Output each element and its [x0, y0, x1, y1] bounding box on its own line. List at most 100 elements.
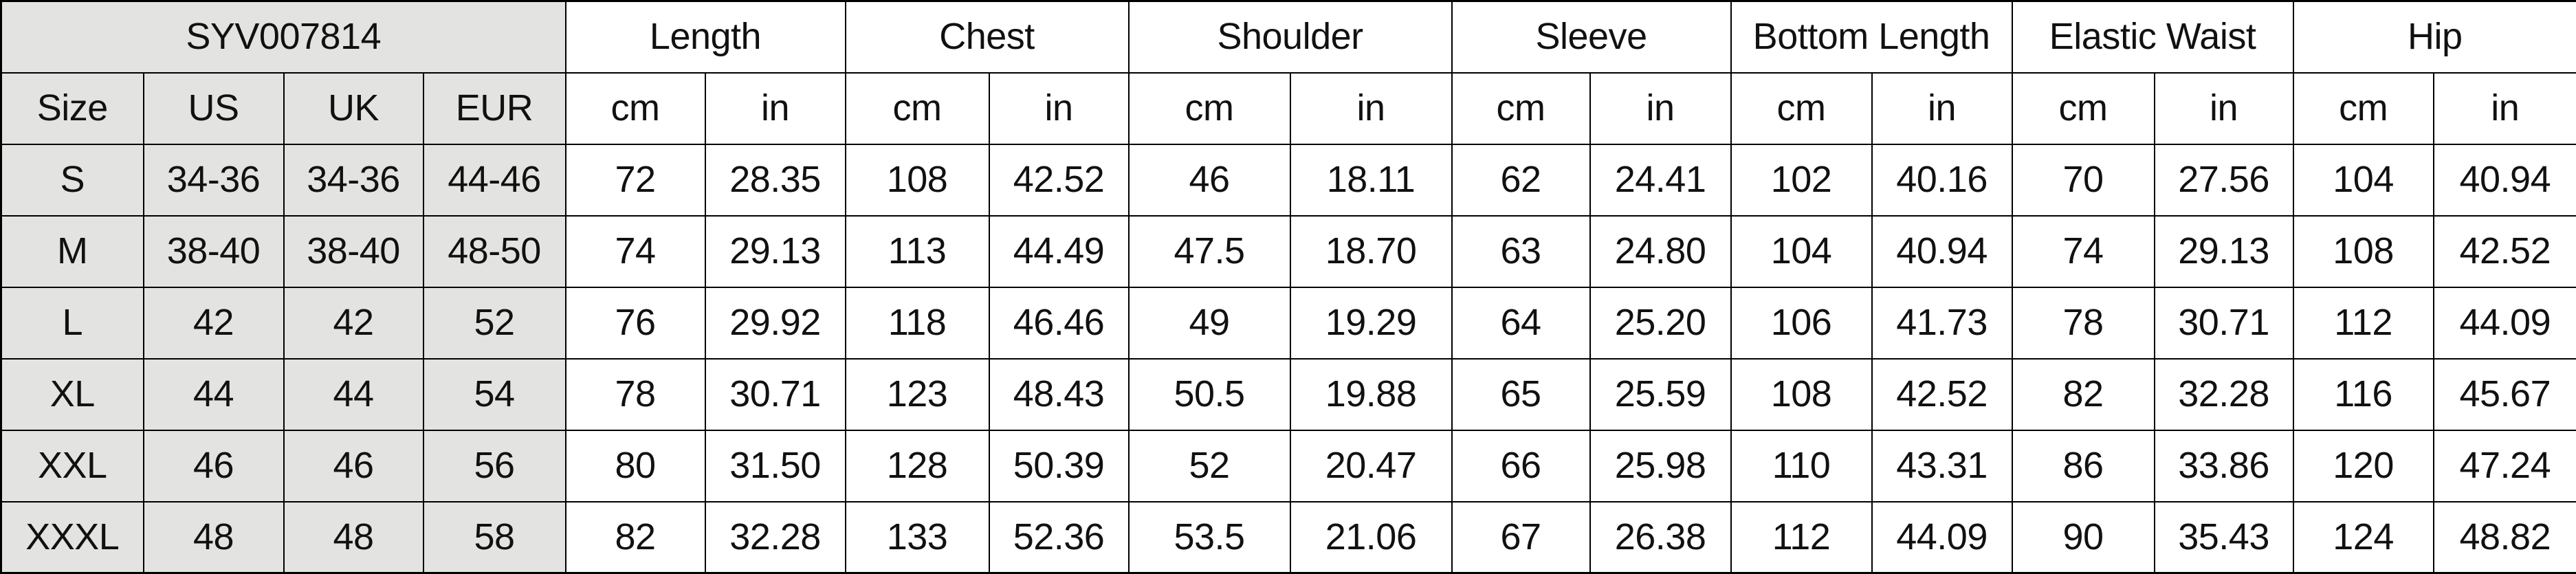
table-cell-shoulder-cm: 52 — [1129, 430, 1290, 502]
table-cell-sleeve-cm: 66 — [1452, 430, 1590, 502]
table-cell-bottom-length-in: 40.94 — [1872, 216, 2012, 287]
table-cell-length-cm: 82 — [566, 502, 705, 573]
table-cell-elastic-waist-in: 27.56 — [2155, 144, 2293, 216]
table-cell-eur: 44-46 — [423, 144, 566, 216]
table-cell-elastic-waist-in: 32.28 — [2155, 359, 2293, 430]
table-cell-uk: 42 — [284, 287, 423, 359]
table-cell-hip-in: 42.52 — [2434, 216, 2576, 287]
table-cell-bottom-length-in: 41.73 — [1872, 287, 2012, 359]
table-cell-hip-cm: 104 — [2293, 144, 2434, 216]
table-cell-eur: 58 — [423, 502, 566, 573]
table-cell-bottom-length-cm: 102 — [1731, 144, 1872, 216]
table-cell-shoulder-in: 20.47 — [1290, 430, 1452, 502]
table-cell-uk: 48 — [284, 502, 423, 573]
table-cell-sleeve-cm: 67 — [1452, 502, 1590, 573]
table-cell-uk: 34-36 — [284, 144, 423, 216]
table-cell-shoulder-cm: 53.5 — [1129, 502, 1290, 573]
table-cell-chest-cm: 123 — [846, 359, 989, 430]
table-cell-chest-in: 44.49 — [989, 216, 1129, 287]
unit-header-chest-cm: cm — [846, 73, 989, 144]
table-cell-us: 46 — [144, 430, 284, 502]
table-cell-elastic-waist-cm: 86 — [2012, 430, 2155, 502]
table-cell-bottom-length-cm: 104 — [1731, 216, 1872, 287]
unit-header-hip-in: in — [2434, 73, 2576, 144]
table-cell-us: 34-36 — [144, 144, 284, 216]
table-cell-sleeve-in: 25.59 — [1590, 359, 1731, 430]
table-cell-shoulder-in: 19.29 — [1290, 287, 1452, 359]
group-header-chest: Chest — [846, 1, 1129, 73]
table-cell-shoulder-cm: 46 — [1129, 144, 1290, 216]
table-cell-elastic-waist-cm: 90 — [2012, 502, 2155, 573]
table-cell-chest-in: 46.46 — [989, 287, 1129, 359]
unit-header-length-in: in — [705, 73, 846, 144]
table-cell-length-in: 31.50 — [705, 430, 846, 502]
table-cell-elastic-waist-cm: 70 — [2012, 144, 2155, 216]
group-header-sleeve: Sleeve — [1452, 1, 1731, 73]
table-cell-us: 44 — [144, 359, 284, 430]
table-cell-hip-in: 40.94 — [2434, 144, 2576, 216]
table-cell-elastic-waist-in: 35.43 — [2155, 502, 2293, 573]
group-header-shoulder: Shoulder — [1129, 1, 1452, 73]
table-cell-eur: 56 — [423, 430, 566, 502]
table-cell-bottom-length-cm: 108 — [1731, 359, 1872, 430]
table-cell-chest-cm: 108 — [846, 144, 989, 216]
table-cell-shoulder-in: 21.06 — [1290, 502, 1452, 573]
table-cell-shoulder-cm: 47.5 — [1129, 216, 1290, 287]
table-cell-elastic-waist-in: 30.71 — [2155, 287, 2293, 359]
table-cell-shoulder-in: 18.70 — [1290, 216, 1452, 287]
table-cell-elastic-waist-cm: 74 — [2012, 216, 2155, 287]
table-cell-bottom-length-in: 42.52 — [1872, 359, 2012, 430]
size-col-header-size: Size — [1, 73, 144, 144]
table-cell-length-in: 30.71 — [705, 359, 846, 430]
table-cell-us: 38-40 — [144, 216, 284, 287]
table-cell-chest-cm: 128 — [846, 430, 989, 502]
table-cell-length-cm: 80 — [566, 430, 705, 502]
group-header-length: Length — [566, 1, 846, 73]
table-cell-bottom-length-in: 44.09 — [1872, 502, 2012, 573]
table-cell-length-cm: 72 — [566, 144, 705, 216]
table-cell-length-cm: 74 — [566, 216, 705, 287]
table-cell-sleeve-cm: 62 — [1452, 144, 1590, 216]
unit-header-elastic-waist-cm: cm — [2012, 73, 2155, 144]
table-cell-elastic-waist-in: 29.13 — [2155, 216, 2293, 287]
table-cell-us: 42 — [144, 287, 284, 359]
group-header-elastic-waist: Elastic Waist — [2012, 1, 2293, 73]
unit-header-elastic-waist-in: in — [2155, 73, 2293, 144]
table-cell-eur: 48-50 — [423, 216, 566, 287]
table-cell-elastic-waist-in: 33.86 — [2155, 430, 2293, 502]
table-cell-hip-cm: 120 — [2293, 430, 2434, 502]
table-cell-length-cm: 76 — [566, 287, 705, 359]
table-cell-hip-in: 45.67 — [2434, 359, 2576, 430]
table-cell-length-in: 32.28 — [705, 502, 846, 573]
unit-header-sleeve-cm: cm — [1452, 73, 1590, 144]
table-cell-uk: 38-40 — [284, 216, 423, 287]
unit-header-length-cm: cm — [566, 73, 705, 144]
size-label-cell: XXL — [1, 430, 144, 502]
size-col-header-uk: UK — [284, 73, 423, 144]
table-cell-sleeve-cm: 63 — [1452, 216, 1590, 287]
size-col-header-us: US — [144, 73, 284, 144]
table-cell-length-in: 29.92 — [705, 287, 846, 359]
table-cell-shoulder-cm: 49 — [1129, 287, 1290, 359]
table-cell-sleeve-in: 24.41 — [1590, 144, 1731, 216]
table-cell-shoulder-cm: 50.5 — [1129, 359, 1290, 430]
table-cell-bottom-length-in: 40.16 — [1872, 144, 2012, 216]
product-code-cell: SYV007814 — [1, 1, 566, 73]
size-label-cell: M — [1, 216, 144, 287]
table-cell-chest-cm: 133 — [846, 502, 989, 573]
table-cell-elastic-waist-cm: 82 — [2012, 359, 2155, 430]
table-cell-us: 48 — [144, 502, 284, 573]
table-cell-length-cm: 78 — [566, 359, 705, 430]
unit-header-hip-cm: cm — [2293, 73, 2434, 144]
table-cell-uk: 44 — [284, 359, 423, 430]
table-cell-bottom-length-cm: 112 — [1731, 502, 1872, 573]
size-label-cell: L — [1, 287, 144, 359]
